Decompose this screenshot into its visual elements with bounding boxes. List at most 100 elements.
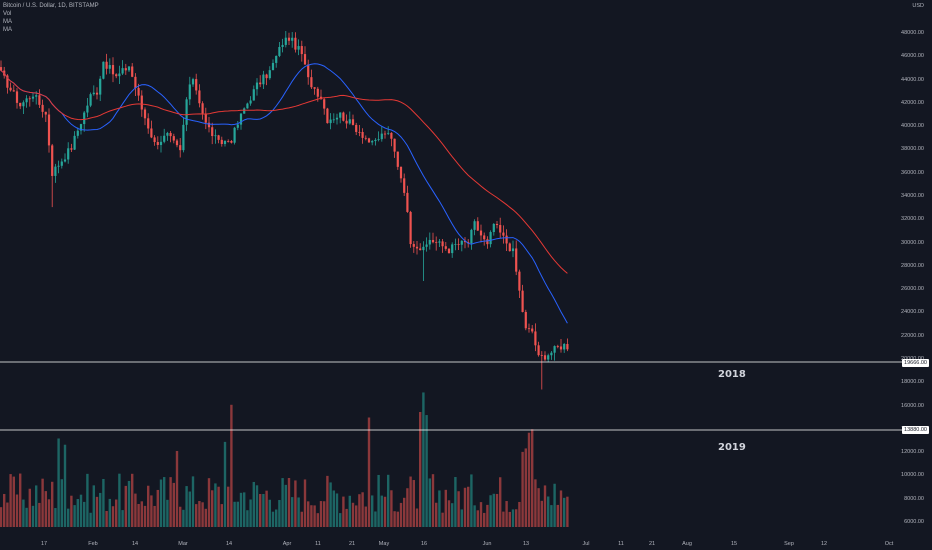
candle-body (511, 248, 515, 252)
time-tick-label: 15 (730, 541, 738, 547)
volume-bar (22, 499, 25, 527)
candle-body (326, 108, 329, 124)
volume-bar (275, 509, 278, 527)
volume-bar (252, 481, 255, 527)
volume-bar (6, 502, 9, 527)
volume-bar (511, 509, 515, 527)
candle-body (118, 73, 121, 77)
candle-body (428, 239, 431, 245)
volume-bar (499, 477, 502, 527)
time-tick-label: Jun (482, 541, 492, 547)
candle-body (281, 44, 284, 47)
candle-body (502, 232, 505, 236)
time-tick-label: Jul (582, 541, 590, 547)
candle-body (367, 138, 371, 143)
candle-body (335, 117, 339, 120)
volume-bar (521, 451, 524, 527)
candle-body (508, 243, 511, 252)
candle-body (444, 246, 447, 249)
candle-body (89, 94, 92, 106)
volume-bar (441, 512, 444, 527)
candle-body (217, 135, 220, 140)
candle-body (287, 37, 291, 41)
candle-body (316, 88, 319, 97)
volume-bar (19, 473, 22, 527)
candle-body (534, 331, 537, 346)
volume-bar (393, 511, 396, 527)
candle-body (377, 139, 380, 140)
volume-bar (262, 493, 265, 527)
volume-bar (159, 479, 163, 527)
volume-bar (377, 474, 380, 527)
volume-bar (233, 501, 236, 527)
volume-bar (540, 500, 543, 527)
volume-bar (204, 508, 207, 527)
indicator-vol-label[interactable]: Vol (3, 11, 12, 17)
volume-bar (54, 508, 57, 527)
candle-body (419, 248, 422, 251)
indicator-ma-slow-label[interactable]: MA (3, 27, 12, 33)
volume-bar (399, 502, 403, 527)
price-tick-label: 36000.00 (901, 169, 924, 176)
volume-bar (524, 448, 527, 527)
candle-body (67, 148, 70, 160)
volume-bar (326, 475, 329, 527)
candle-body (479, 230, 483, 236)
volume-bar (515, 509, 518, 527)
volume-bar (137, 503, 140, 527)
candle-body (233, 127, 236, 143)
volume-bar (406, 488, 409, 527)
volume-bar (566, 496, 569, 527)
volume-bar (310, 505, 313, 527)
candle-body (150, 128, 153, 138)
time-tick-label: May (378, 541, 390, 547)
volume-bar (313, 505, 316, 527)
volume-bar (108, 498, 111, 527)
candle-body (214, 135, 217, 137)
candle-body (236, 124, 239, 128)
volume-bar (28, 488, 31, 527)
candle-body (127, 66, 131, 71)
volume-bar (316, 513, 319, 527)
volume-bar (67, 508, 70, 527)
volume-bar (156, 489, 159, 527)
price-tick-label: 42000.00 (901, 99, 924, 106)
candle-body (35, 95, 38, 97)
candle-body (188, 84, 191, 100)
candle-body (57, 165, 60, 167)
volume-bar (198, 501, 201, 527)
time-tick-label: 11 (315, 541, 321, 547)
volume-bar (403, 497, 406, 527)
volume-bar (111, 506, 115, 527)
volume-bar (451, 503, 454, 527)
candle-body (284, 37, 287, 45)
candle-body (556, 346, 559, 347)
time-tick-label: Apr (282, 541, 292, 547)
volume-bar (102, 478, 105, 527)
volume-bar (207, 478, 211, 527)
volume-bar (51, 481, 54, 527)
volume-bar (179, 506, 182, 527)
candle-body (6, 75, 9, 88)
candle-body (137, 88, 140, 96)
candle-body (230, 141, 233, 143)
volume-bar (329, 482, 332, 527)
volume-bar (425, 415, 428, 527)
volume-bar (44, 491, 47, 527)
candle-body (159, 141, 163, 145)
candle-body (291, 37, 294, 41)
candle-body (25, 98, 28, 103)
candle-body (83, 112, 86, 125)
volume-bar (428, 478, 431, 527)
volume-bar (124, 485, 127, 527)
candle-body (505, 235, 508, 244)
candle-body (92, 92, 95, 95)
volume-bar (527, 432, 531, 527)
volume-bar (227, 486, 230, 527)
indicator-ma-fast-label[interactable]: MA (3, 19, 12, 25)
candle-body (169, 132, 172, 137)
candle-body (95, 92, 99, 95)
volume-bar (0, 507, 3, 527)
